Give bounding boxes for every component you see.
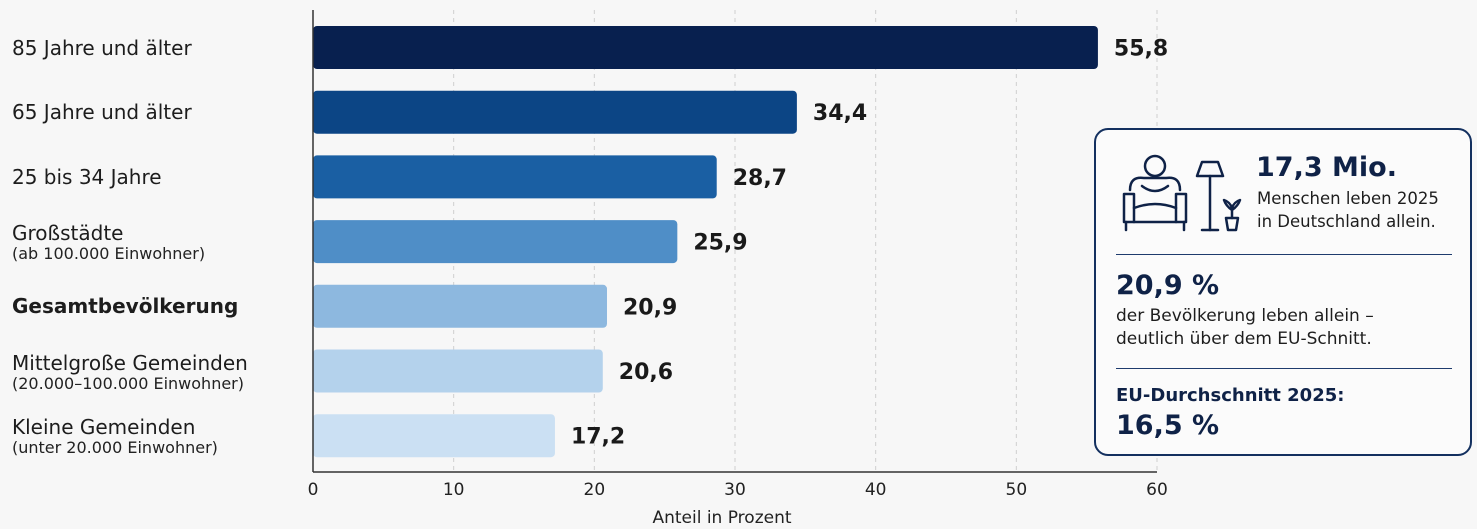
x-tick-label: 20 — [584, 480, 606, 500]
category-label: Gesamtbevölkerung — [12, 295, 238, 317]
category-label-main: 85 Jahre und älter — [12, 35, 192, 60]
category-label-main: Mittelgroße Gemeinden — [12, 350, 248, 375]
category-label-main: Gesamtbevölkerung — [12, 294, 239, 319]
info-divider — [1116, 254, 1452, 255]
category-label-sub: (unter 20.000 Einwohner) — [12, 438, 218, 458]
bar — [313, 155, 717, 199]
bar — [313, 284, 607, 328]
category-label: Mittelgroße Gemeinden (20.000–100.000 Ein… — [12, 352, 248, 393]
x-tick-label: 30 — [724, 480, 746, 500]
bar — [313, 414, 555, 458]
info-divider — [1116, 368, 1452, 369]
category-label-main: 65 Jahre und älter — [12, 100, 192, 125]
stat-share-value: 20,9 % — [1116, 270, 1220, 301]
x-tick-label: 40 — [865, 480, 887, 500]
category-label-main: Großstädte — [12, 221, 124, 246]
category-label: Großstädte (ab 100.000 Einwohner) — [12, 222, 205, 263]
category-label: Kleine Gemeinden (unter 20.000 Einwohner) — [12, 416, 218, 457]
stat-households-line2: in Deutschland allein. — [1257, 212, 1436, 231]
x-axis-title: Anteil in Prozent — [652, 508, 791, 528]
category-label: 65 Jahre und älter — [12, 101, 192, 123]
stat-households-line1: Menschen leben 2025 — [1257, 189, 1439, 208]
category-label-sub: (ab 100.000 Einwohner) — [12, 244, 206, 264]
stat-households-value: 17,3 Mio. — [1256, 152, 1397, 183]
value-label: 55,8 — [1114, 37, 1168, 62]
category-label-sub: (20.000–100.000 Einwohner) — [12, 373, 244, 393]
x-tick-label: 0 — [308, 480, 319, 500]
bar — [313, 90, 797, 134]
x-tick-label: 50 — [1006, 480, 1028, 500]
value-labels: 55,8 34,4 28,7 25,9 20,9 20,6 17,2 — [571, 37, 1168, 450]
bars — [313, 26, 1098, 458]
eu-average-value: 16,5 % — [1116, 410, 1220, 441]
eu-average-label: EU-Durchschnitt 2025: — [1116, 385, 1345, 406]
value-label: 25,9 — [693, 231, 747, 256]
value-label: 28,7 — [733, 166, 787, 191]
x-tick-label: 60 — [1146, 480, 1168, 500]
x-tick-label: 10 — [443, 480, 465, 500]
value-label: 20,9 — [623, 295, 677, 320]
value-label: 20,6 — [619, 360, 673, 385]
value-label: 17,2 — [571, 425, 625, 450]
bar — [313, 26, 1098, 69]
person-in-armchair-with-lamp-icon — [1122, 154, 1242, 232]
category-label-main: 25 bis 34 Jahre — [12, 164, 162, 189]
bar — [313, 220, 678, 264]
stat-share-line2: deutlich über dem EU-Schnitt. — [1116, 329, 1372, 349]
x-axis: 0 10 20 30 40 50 60 — [308, 10, 1168, 500]
info-box: 17,3 Mio. Menschen leben 2025 in Deutsch… — [1094, 128, 1472, 456]
category-label: 25 bis 34 Jahre — [12, 166, 162, 188]
category-label: 85 Jahre und älter — [12, 37, 192, 59]
category-label-main: Kleine Gemeinden — [12, 415, 196, 440]
bar — [313, 349, 603, 393]
value-label: 34,4 — [813, 101, 867, 126]
stat-share-line1: der Bevölkerung leben allein – — [1116, 306, 1374, 326]
